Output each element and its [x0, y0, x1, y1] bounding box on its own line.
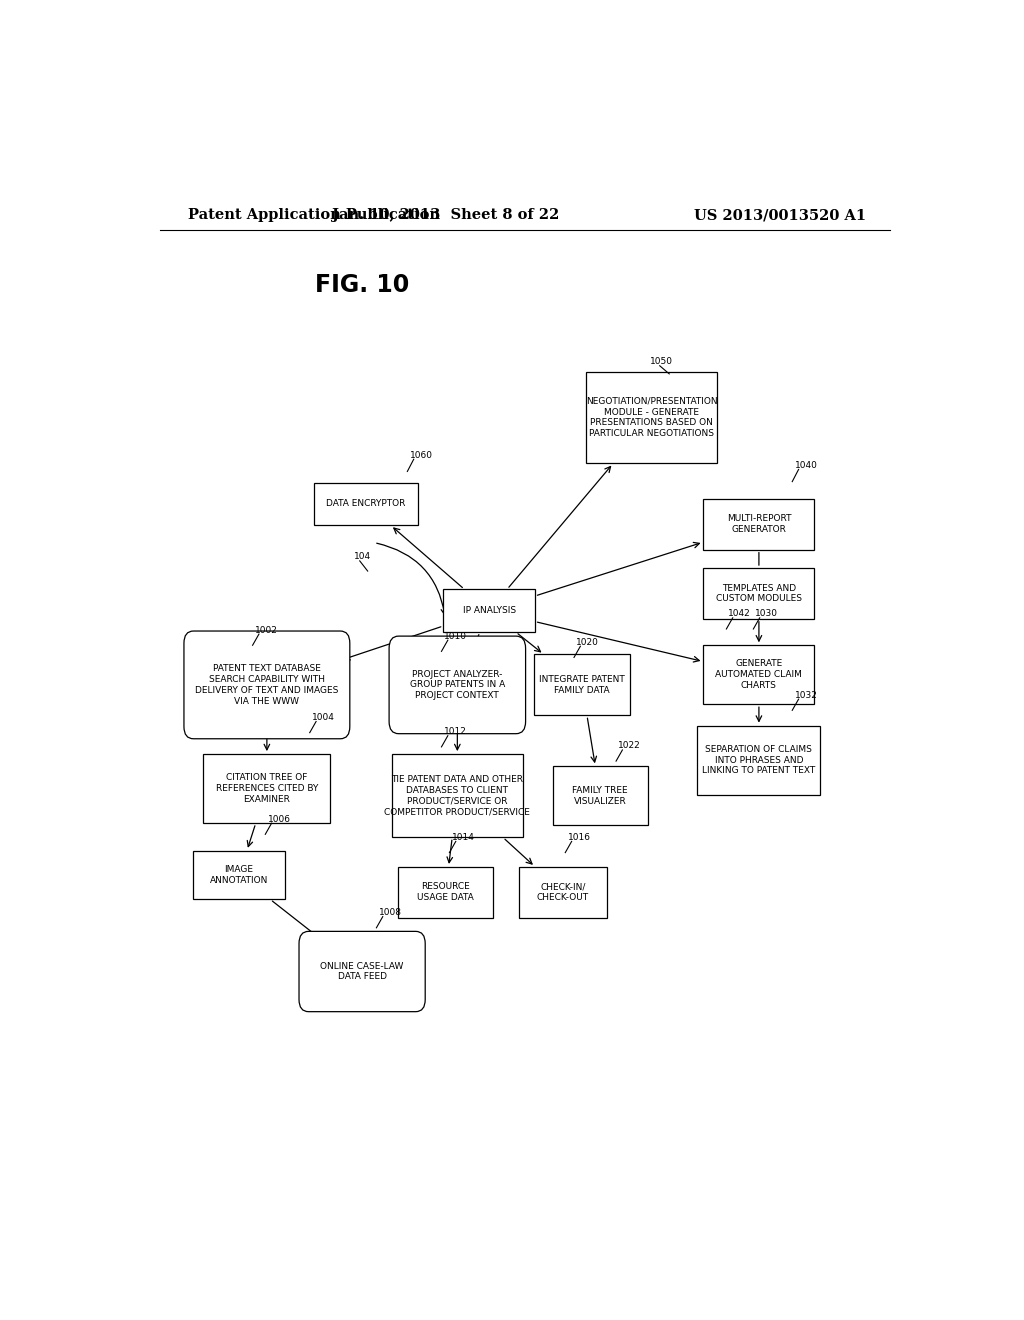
- FancyBboxPatch shape: [703, 499, 814, 549]
- Text: Patent Application Publication: Patent Application Publication: [187, 209, 439, 222]
- FancyBboxPatch shape: [204, 754, 331, 824]
- FancyBboxPatch shape: [553, 766, 648, 825]
- Text: 1060: 1060: [410, 450, 433, 459]
- Text: 1022: 1022: [618, 742, 641, 750]
- FancyBboxPatch shape: [587, 372, 717, 463]
- FancyBboxPatch shape: [703, 645, 814, 704]
- Text: Jan. 10, 2013  Sheet 8 of 22: Jan. 10, 2013 Sheet 8 of 22: [332, 209, 559, 222]
- Text: RESOURCE
USAGE DATA: RESOURCE USAGE DATA: [417, 882, 474, 902]
- Text: 1010: 1010: [443, 631, 467, 640]
- Text: PROJECT ANALYZER-
GROUP PATENTS IN A
PROJECT CONTEXT: PROJECT ANALYZER- GROUP PATENTS IN A PRO…: [410, 669, 505, 700]
- Text: INTEGRATE PATENT
FAMILY DATA: INTEGRATE PATENT FAMILY DATA: [539, 675, 625, 694]
- Text: 1016: 1016: [567, 833, 591, 842]
- FancyBboxPatch shape: [519, 867, 606, 917]
- Text: 1030: 1030: [755, 610, 778, 618]
- Text: TEMPLATES AND
CUSTOM MODULES: TEMPLATES AND CUSTOM MODULES: [716, 583, 802, 603]
- Text: IP ANALYSIS: IP ANALYSIS: [463, 606, 516, 615]
- Text: GENERATE
AUTOMATED CLAIM
CHARTS: GENERATE AUTOMATED CLAIM CHARTS: [716, 660, 803, 690]
- Text: NEGOTIATION/PRESENTATION
MODULE - GENERATE
PRESENTATIONS BASED ON
PARTICULAR NEG: NEGOTIATION/PRESENTATION MODULE - GENERA…: [586, 397, 718, 438]
- Text: FIG. 10: FIG. 10: [315, 273, 410, 297]
- Text: 1050: 1050: [650, 358, 673, 366]
- Text: 104: 104: [354, 552, 372, 561]
- Text: 1042: 1042: [728, 610, 751, 618]
- Text: 1020: 1020: [577, 638, 599, 647]
- FancyBboxPatch shape: [535, 655, 630, 715]
- Text: TIE PATENT DATA AND OTHER
DATABASES TO CLIENT
PRODUCT/SERVICE OR
COMPETITOR PROD: TIE PATENT DATA AND OTHER DATABASES TO C…: [384, 775, 530, 816]
- Text: CITATION TREE OF
REFERENCES CITED BY
EXAMINER: CITATION TREE OF REFERENCES CITED BY EXA…: [216, 774, 318, 804]
- Text: MULTI-REPORT
GENERATOR: MULTI-REPORT GENERATOR: [727, 515, 792, 535]
- Text: 1032: 1032: [795, 690, 817, 700]
- Text: PATENT TEXT DATABASE
SEARCH CAPABILITY WITH
DELIVERY OF TEXT AND IMAGES
VIA THE : PATENT TEXT DATABASE SEARCH CAPABILITY W…: [196, 664, 339, 705]
- Text: 1014: 1014: [452, 833, 475, 842]
- Text: 1012: 1012: [443, 727, 467, 737]
- FancyBboxPatch shape: [443, 589, 535, 632]
- Text: FAMILY TREE
VISUALIZER: FAMILY TREE VISUALIZER: [572, 785, 628, 805]
- FancyBboxPatch shape: [397, 867, 494, 917]
- Text: 1006: 1006: [267, 814, 291, 824]
- FancyBboxPatch shape: [314, 483, 418, 525]
- Text: CHECK-IN/
CHECK-OUT: CHECK-IN/ CHECK-OUT: [537, 882, 589, 902]
- Text: 1004: 1004: [312, 713, 335, 722]
- FancyBboxPatch shape: [389, 636, 525, 734]
- Text: ONLINE CASE-LAW
DATA FEED: ONLINE CASE-LAW DATA FEED: [321, 962, 403, 981]
- Text: SEPARATION OF CLAIMS
INTO PHRASES AND
LINKING TO PATENT TEXT: SEPARATION OF CLAIMS INTO PHRASES AND LI…: [702, 744, 815, 775]
- FancyBboxPatch shape: [697, 726, 820, 795]
- FancyBboxPatch shape: [392, 754, 523, 837]
- Text: 1008: 1008: [379, 908, 401, 917]
- Text: IMAGE
ANNOTATION: IMAGE ANNOTATION: [210, 865, 268, 884]
- Text: 1002: 1002: [255, 626, 278, 635]
- Text: 1040: 1040: [795, 461, 817, 470]
- FancyBboxPatch shape: [184, 631, 350, 739]
- Text: DATA ENCRYPTOR: DATA ENCRYPTOR: [327, 499, 406, 508]
- FancyBboxPatch shape: [194, 850, 285, 899]
- FancyBboxPatch shape: [703, 568, 814, 619]
- FancyBboxPatch shape: [299, 932, 425, 1011]
- Text: US 2013/0013520 A1: US 2013/0013520 A1: [694, 209, 866, 222]
